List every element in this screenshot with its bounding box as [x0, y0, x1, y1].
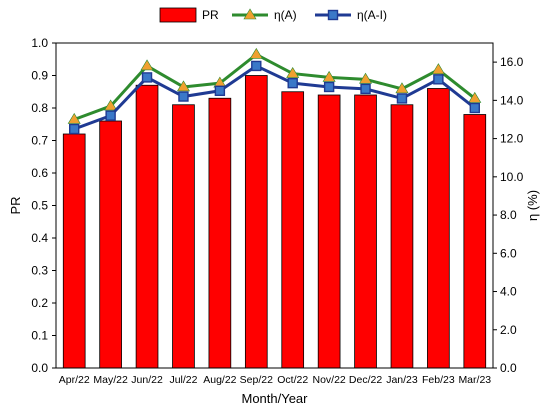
left-tick-label: 0.8 [31, 101, 48, 115]
x-tick-label: May/22 [93, 374, 128, 386]
legend-swatch-pr [159, 7, 197, 23]
point-eta-ai-Feb/23 [433, 74, 444, 85]
right-tick-label: 14.0 [500, 93, 524, 107]
lines-group [67, 47, 482, 135]
bar-pr-Jul/22 [172, 104, 195, 369]
right-tick-label: 2.0 [500, 323, 517, 337]
left-tick-label: 0.1 [31, 329, 48, 343]
point-eta-a-Oct/22 [286, 67, 300, 78]
point-eta-ai-Jan/23 [396, 93, 408, 104]
point-eta-a-Jul/22 [176, 80, 190, 92]
bar-pr-Dec/22 [354, 94, 377, 369]
bar-pr-Aug/22 [208, 97, 232, 369]
point-eta-ai-May/22 [105, 110, 116, 121]
right-tick-label: 6.0 [500, 246, 517, 260]
point-eta-ai-Mar/23 [469, 102, 480, 114]
x-tick-label: Mar/23 [458, 374, 491, 386]
legend: PR η(A) η(A-I) [159, 7, 387, 23]
legend-label: PR [202, 8, 219, 22]
left-tick-label: 0.6 [31, 166, 48, 180]
bars-group [62, 75, 487, 369]
series-line-1 [73, 64, 476, 131]
left-tick-label: 0.5 [31, 199, 48, 213]
x-tick-label: Oct/22 [277, 374, 308, 386]
legend-marker-triangle [243, 8, 257, 20]
legend-label: η(A-I) [357, 8, 387, 22]
right-tick-label: 12.0 [500, 132, 524, 146]
point-eta-ai-Oct/22 [287, 77, 298, 89]
point-eta-ai-Sep/22 [251, 60, 262, 72]
right-tick-label: 10.0 [500, 170, 524, 184]
bar-pr-Nov/22 [317, 94, 341, 369]
point-eta-a-Feb/23 [431, 63, 445, 75]
x-axis-ticks: Apr/22 May/22 Jun/22 Jul/22 Aug/22 Sep/22 Oct/… [59, 374, 492, 386]
point-eta-a-May/22 [104, 99, 118, 111]
point-eta-ai-Apr/22 [69, 123, 80, 135]
left-tick-label: 0.0 [31, 361, 48, 375]
x-tick-label: Sep/22 [240, 374, 273, 386]
point-eta-ai-Dec/22 [360, 83, 371, 95]
point-eta-ai-Jul/22 [178, 91, 189, 102]
point-eta-a-Dec/22 [359, 72, 373, 84]
right-tick-label: 4.0 [500, 285, 517, 299]
x-tick-label: Feb/23 [422, 374, 455, 386]
point-eta-a-Sep/22 [249, 47, 263, 59]
left-tick-label: 0.9 [31, 69, 48, 83]
point-eta-ai-Jun/22 [141, 72, 153, 83]
left-tick-label: 0.2 [31, 296, 48, 310]
left-tick-label: 0.3 [31, 264, 48, 278]
y-axis-title: PR [8, 196, 23, 214]
right-tick-label: 0.0 [500, 361, 517, 375]
left-tick-label: 0.7 [31, 134, 48, 148]
bar-pr-Oct/22 [281, 91, 305, 369]
bar-pr-Jan/23 [390, 104, 414, 369]
x-tick-label: Dec/22 [349, 374, 382, 386]
point-eta-a-Mar/23 [468, 91, 482, 103]
left-axis-ticks: 0.0 0.1 0.2 0.3 0.4 0.5 0.6 0.7 0.8 0.9 1.0 [31, 36, 56, 375]
series-line-0 [73, 52, 476, 121]
bar-pr-Apr/22 [62, 133, 86, 369]
point-eta-a-Jun/22 [140, 59, 154, 71]
bar-pr-May/22 [99, 120, 122, 369]
bar-pr-Mar/23 [463, 114, 487, 369]
bar-pr-Sep/22 [244, 75, 268, 369]
point-eta-ai-Aug/22 [214, 85, 226, 96]
point-eta-a-Jan/23 [395, 82, 409, 94]
x-tick-label: Nov/22 [312, 374, 345, 386]
x-tick-label: Aug/22 [203, 374, 236, 386]
legend-label: η(A) [274, 8, 297, 22]
point-eta-a-Apr/22 [67, 112, 81, 124]
bar-pr-Feb/23 [427, 88, 450, 369]
x-tick-label: Jun/22 [131, 374, 163, 386]
legend-marker-square [327, 9, 339, 21]
x-axis-title: Month/Year [241, 391, 308, 406]
left-tick-label: 0.4 [31, 231, 48, 245]
bar-pr-Jun/22 [135, 84, 159, 369]
x-tick-label: Jul/22 [169, 374, 197, 386]
x-tick-label: Jan/23 [386, 374, 418, 386]
right-tick-label: 8.0 [500, 208, 517, 222]
point-eta-ai-Nov/22 [323, 81, 335, 93]
y2-axis-title: η (%) [525, 190, 540, 221]
x-tick-label: Apr/22 [59, 374, 90, 386]
left-tick-label: 1.0 [31, 36, 48, 50]
right-axis-ticks: 0.0 2.0 4.0 6.0 8.0 10.0 12.0 14.0 16.0 [493, 55, 524, 375]
right-tick-label: 16.0 [500, 55, 524, 69]
point-eta-a-Nov/22 [322, 70, 336, 82]
